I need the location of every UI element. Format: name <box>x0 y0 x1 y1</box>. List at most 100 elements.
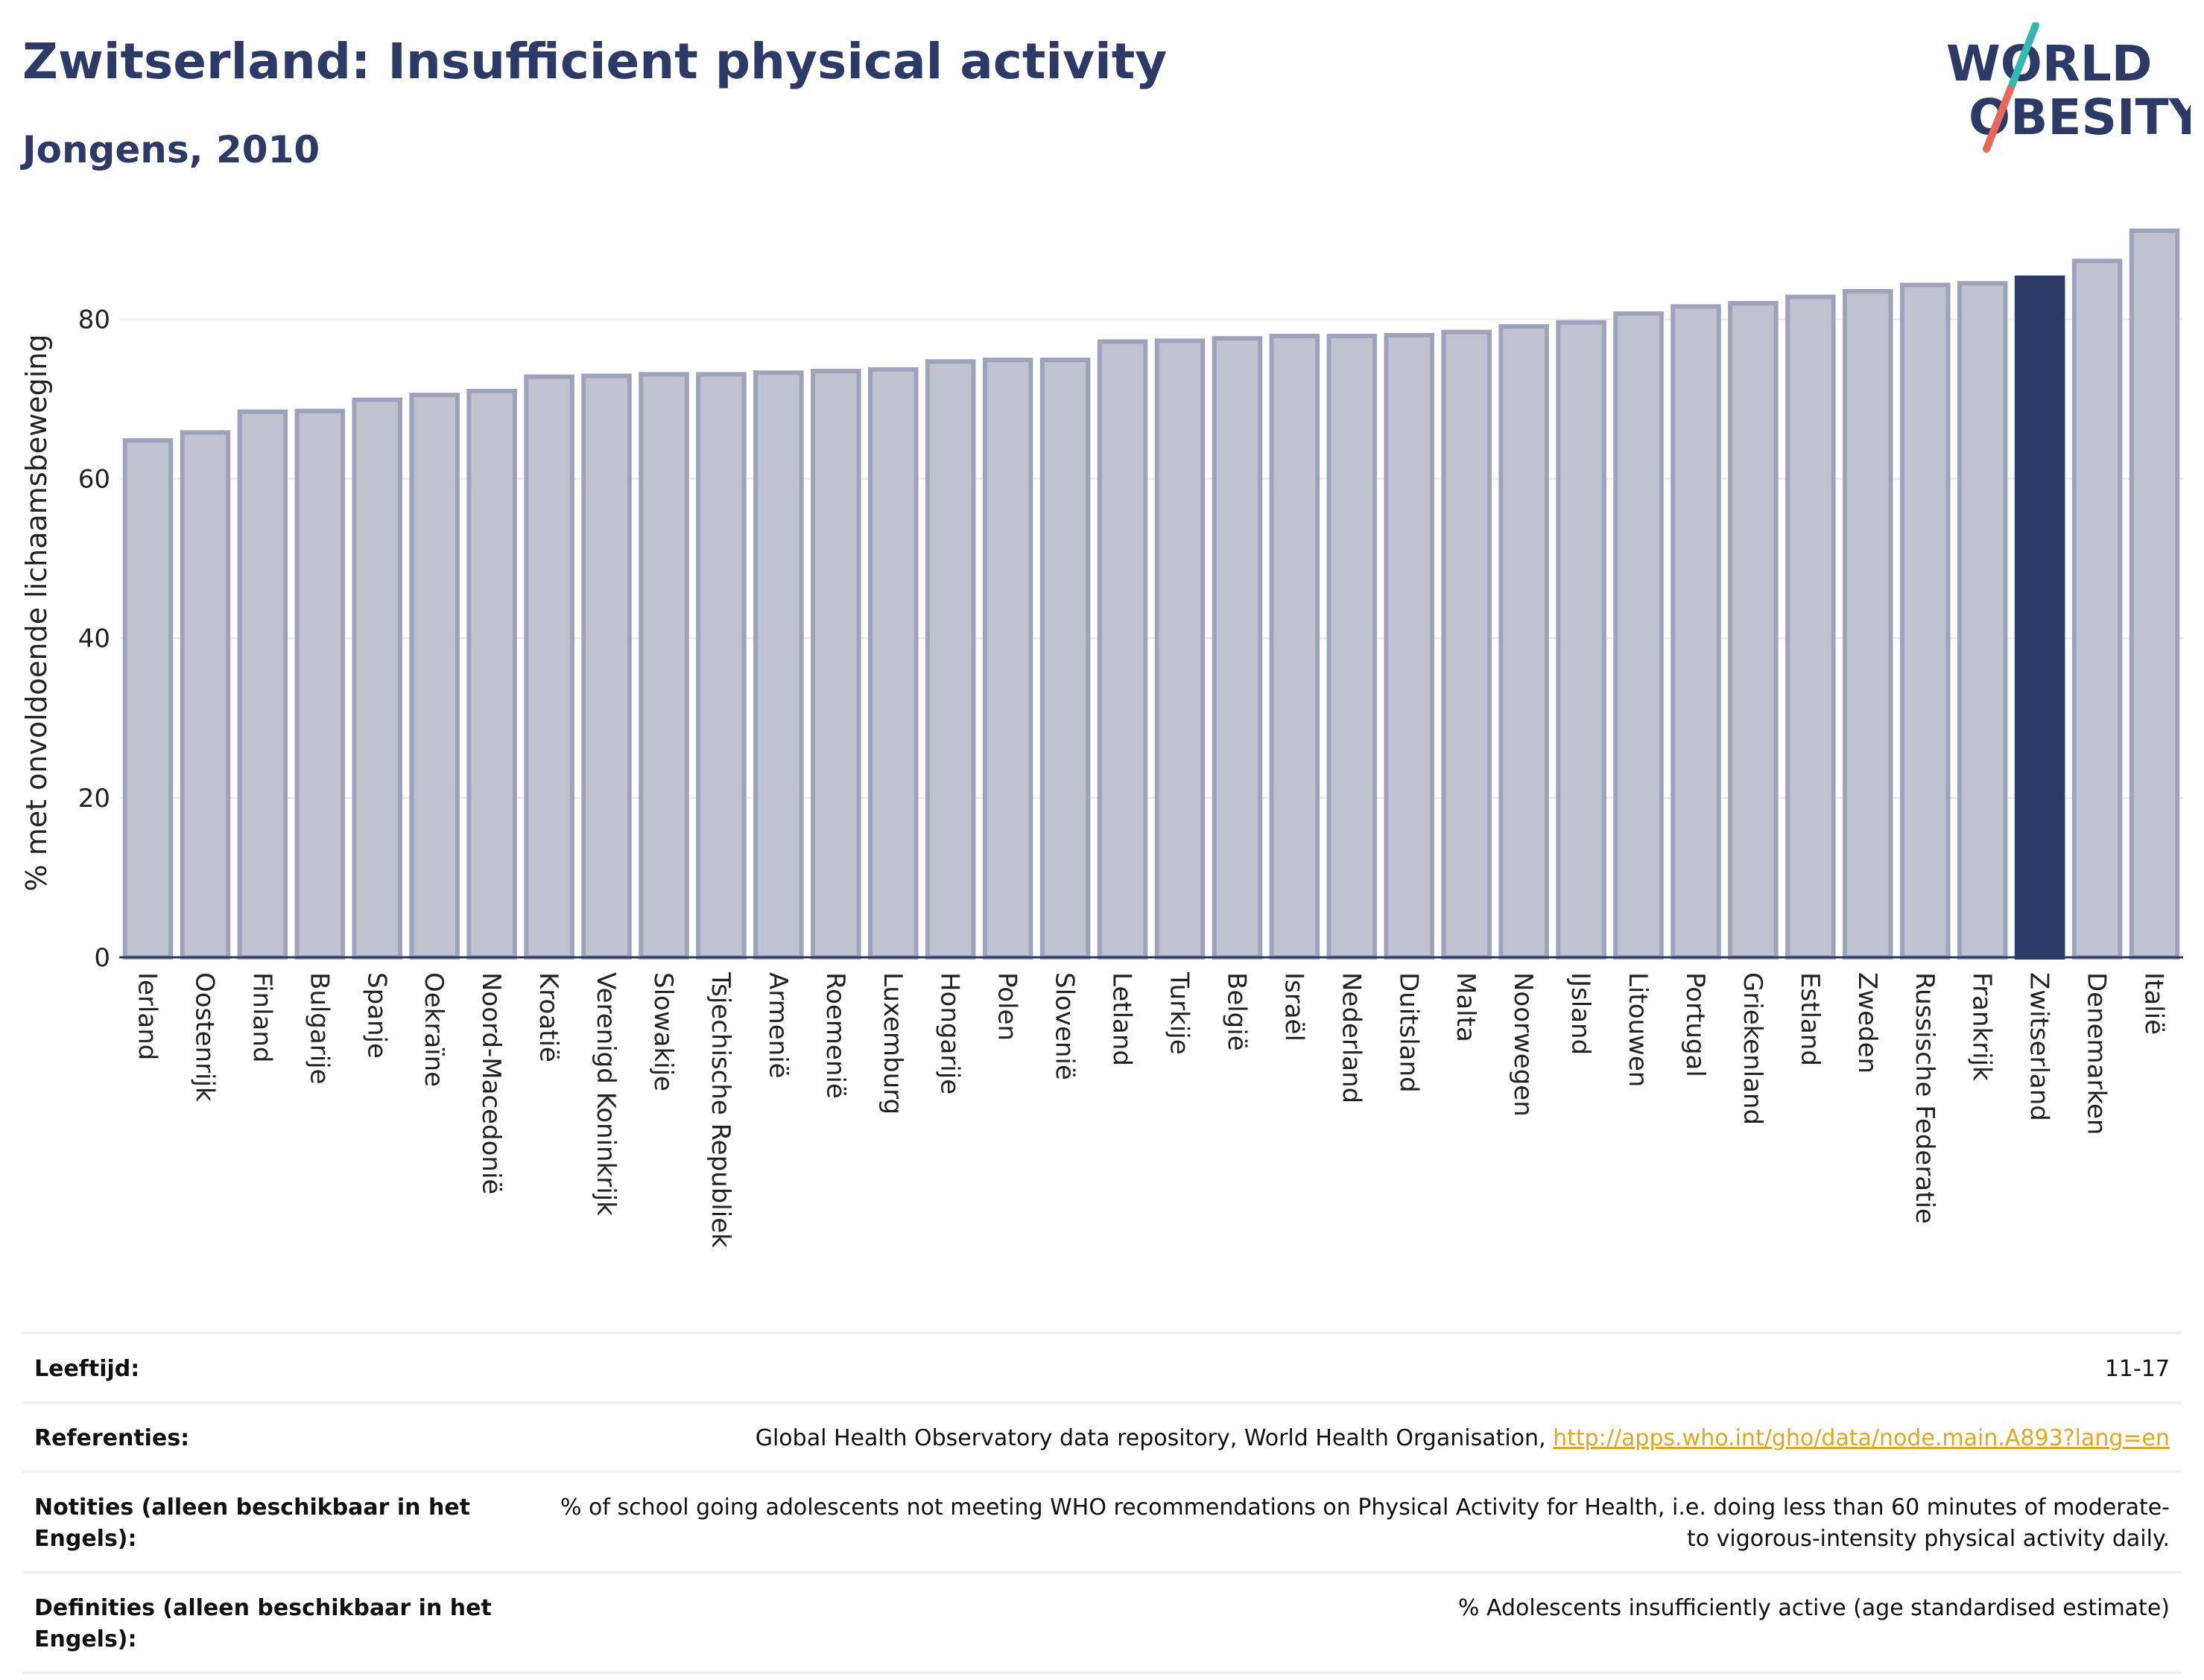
x-tick-label: Italië <box>2139 972 2169 1035</box>
x-tick-label: Duitsland <box>1393 972 1423 1093</box>
bar-portugal <box>1671 304 1721 960</box>
bar-ierland <box>122 438 174 960</box>
meta-value: Global Health Observatory data repositor… <box>556 1423 2170 1454</box>
bar-zweden <box>1843 289 1893 960</box>
y-tick-label: 60 <box>78 465 110 495</box>
bar-chart: 0 20 40 60 80 Ierland Oostenrijk Finland Bulgar… <box>20 228 2183 1248</box>
x-tick-label: Hongarije <box>935 972 965 1094</box>
y-tick-label: 0 <box>94 943 110 973</box>
meta-row-age: Leeftijd: 11-17 <box>22 1334 2182 1404</box>
x-axis-labels: Ierland Oostenrijk Finland Bulgarije Spanje O… <box>132 971 2168 1248</box>
x-tick-label: Griekenland <box>1738 972 1767 1125</box>
bar-belgi- <box>1212 336 1263 960</box>
x-tick-label: Finland <box>247 972 276 1063</box>
meta-row-notes: Notities (alleen beschikbaar in het Enge… <box>22 1473 2182 1573</box>
x-tick-label: Israël <box>1279 972 1308 1042</box>
bar-russische-federatie <box>1899 282 1951 960</box>
bar-griekenland <box>1728 301 1779 960</box>
meta-label: Referenties: <box>34 1425 190 1451</box>
bar-hongarije <box>925 359 976 960</box>
x-tick-label: Zweden <box>1852 972 1882 1074</box>
meta-value: % Adolescents insufficiently active (age… <box>1457 1595 2170 1621</box>
bar-oostenrijk <box>180 430 231 960</box>
meta-row-definitions: Definities (alleen beschikbaar in het En… <box>22 1573 2182 1674</box>
bar-finland <box>237 409 288 960</box>
bar-roemeni- <box>811 369 861 960</box>
x-tick-label: Oekraïne <box>419 972 449 1087</box>
bar-duitsland <box>1384 332 1435 960</box>
bar-zwitserland <box>2014 275 2065 960</box>
bar-frankrijk <box>1957 281 2008 960</box>
x-tick-label: Frankrijk <box>1967 972 1997 1081</box>
bar-litouwen <box>1613 311 1664 960</box>
bar-noorwegen <box>1498 324 1549 960</box>
metadata-table: Leeftijd: 11-17 Referenties: Global Heal… <box>22 1332 2182 1674</box>
bar-nederland <box>1326 333 1378 960</box>
bar-noord-macedoni- <box>466 388 517 960</box>
bar-estland <box>1785 294 1836 960</box>
bar-tsjechische-republiek <box>696 372 747 960</box>
reference-text: Global Health Observatory data repositor… <box>755 1425 1554 1451</box>
meta-label: Notities (alleen beschikbaar in het Enge… <box>34 1494 471 1552</box>
bar-isra-l <box>1269 333 1320 960</box>
chart-subtitle: Jongens, 2010 <box>22 128 320 171</box>
bar-itali- <box>2129 228 2180 960</box>
x-tick-label: Litouwen <box>1623 972 1653 1087</box>
x-tick-label: IJsland <box>1565 972 1595 1055</box>
bar-sloveni- <box>1039 358 1091 960</box>
logo-slash-teal <box>2007 22 2039 93</box>
meta-label: Leeftijd: <box>34 1356 140 1382</box>
x-tick-label: Roemenië <box>820 972 850 1099</box>
meta-value: % of school going adolescents not meetin… <box>560 1494 2170 1552</box>
y-axis-label: % met onvoldoende lichaamsbeweging <box>20 335 53 892</box>
bar-spanje <box>352 397 403 960</box>
x-tick-label: Estland <box>1795 972 1825 1066</box>
bar-malta <box>1441 329 1492 960</box>
x-tick-label: Ierland <box>132 972 162 1060</box>
y-tick-label: 40 <box>78 624 110 654</box>
x-tick-label: Verenigd Koninkrijk <box>591 972 621 1216</box>
x-tick-label: Tsjechische Republiek <box>706 971 735 1248</box>
x-tick-label: Luxemburg <box>878 972 908 1115</box>
x-tick-label: Malta <box>1451 972 1481 1042</box>
x-tick-label: België <box>1221 972 1251 1051</box>
bar-bulgarije <box>294 408 346 960</box>
x-tick-label: Polen <box>992 972 1022 1041</box>
bars <box>122 228 2180 960</box>
x-tick-label: Armenië <box>763 972 793 1079</box>
x-tick-label: Noord-Macedonië <box>476 972 506 1194</box>
world-obesity-logo: WORLD OBESITY <box>1946 22 2191 153</box>
bar-kroati- <box>524 374 574 960</box>
meta-label: Definities (alleen beschikbaar in het En… <box>34 1595 492 1652</box>
x-tick-label: Portugal <box>1680 972 1710 1077</box>
bar-turkije <box>1154 338 1206 960</box>
x-tick-label: Slowakije <box>648 972 678 1091</box>
bar-armeni- <box>753 370 804 960</box>
meta-row-references: Referenties: Global Health Observatory d… <box>22 1404 2182 1473</box>
reference-link[interactable]: http://apps.who.int/gho/data/node.main.A… <box>1553 1425 2170 1451</box>
x-tick-label: Nederland <box>1336 972 1366 1103</box>
chart-title: Zwitserland: Insufficient physical activ… <box>22 33 1168 90</box>
meta-value: 11-17 <box>2104 1356 2170 1382</box>
x-tick-label: Bulgarije <box>304 972 334 1085</box>
y-tick-label: 20 <box>78 784 110 814</box>
bar-oekra-ne <box>409 393 460 960</box>
x-tick-label: Turkije <box>1164 971 1194 1055</box>
y-axis: 0 20 40 60 80 <box>78 305 110 973</box>
logo-text-world: WORLD <box>1946 35 2153 92</box>
logo-slash-red <box>1983 86 2014 153</box>
x-tick-label: Oostenrijk <box>189 972 219 1102</box>
x-tick-label: Slovenië <box>1050 972 1080 1080</box>
x-tick-label: Spanje <box>361 972 391 1059</box>
bar-polen <box>982 358 1033 960</box>
x-tick-label: Russische Federatie <box>1910 972 1939 1224</box>
x-tick-label: Kroatië <box>533 972 563 1062</box>
x-tick-label: Zwitserland <box>2024 972 2054 1121</box>
bar-verenigd-koninkrijk <box>581 373 632 960</box>
y-tick-label: 80 <box>78 305 110 335</box>
x-tick-label: Denemarken <box>2082 972 2112 1135</box>
bar-denemarken <box>2071 259 2123 960</box>
bar-letland <box>1097 339 1148 960</box>
bar-ijsland <box>1556 320 1606 960</box>
bar-slowakije <box>639 372 689 960</box>
